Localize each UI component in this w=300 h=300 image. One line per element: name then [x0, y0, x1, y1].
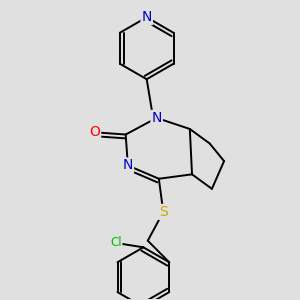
- Text: S: S: [159, 205, 168, 219]
- Text: N: N: [152, 111, 162, 125]
- Text: Cl: Cl: [110, 236, 122, 249]
- Text: N: N: [123, 158, 133, 172]
- Text: O: O: [89, 125, 100, 139]
- Text: N: N: [142, 10, 152, 24]
